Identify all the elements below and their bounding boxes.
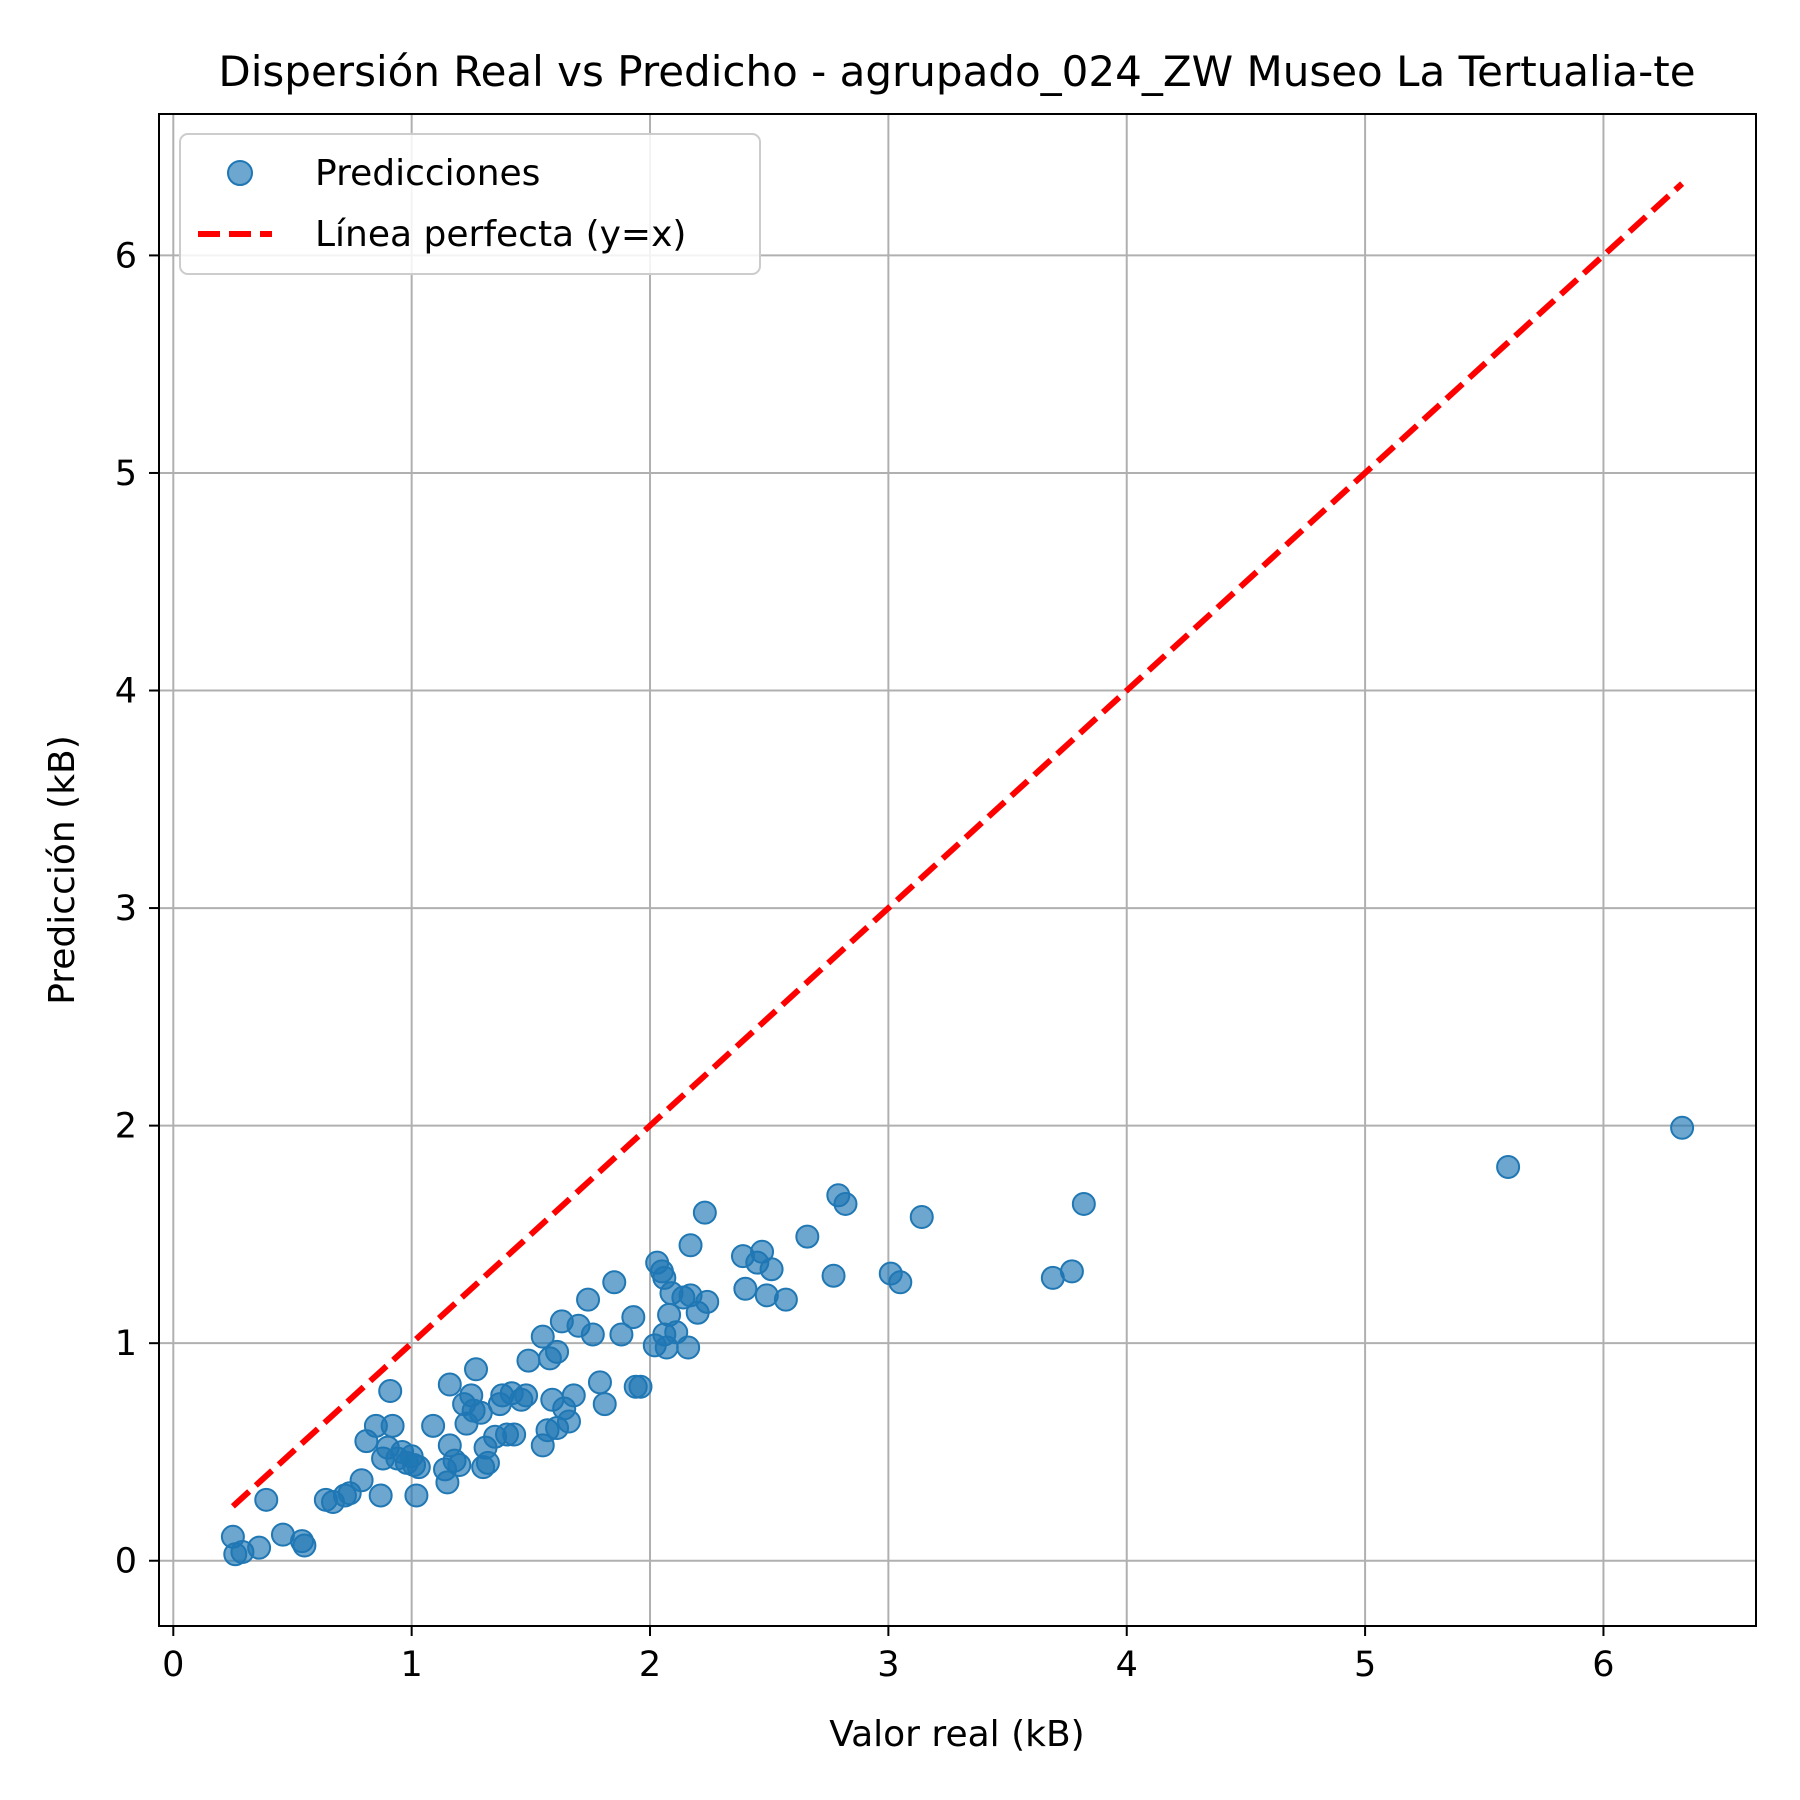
data-point xyxy=(795,1224,820,1249)
y-axis-label: Predicción (kB) xyxy=(42,735,83,1005)
data-point xyxy=(545,1339,570,1364)
y-tick-label: 6 xyxy=(115,236,137,276)
legend-marker-predictions xyxy=(227,160,253,186)
data-point xyxy=(516,1348,541,1373)
y-tick-label: 4 xyxy=(115,672,137,712)
data-point xyxy=(556,1409,581,1434)
data-point xyxy=(580,1322,605,1347)
data-point xyxy=(695,1289,720,1314)
data-point xyxy=(773,1287,798,1312)
x-tick-label: 4 xyxy=(1116,1645,1138,1685)
axis-ticks: 0 1 2 3 4 5 6 0 1 2 3 4 5 6 xyxy=(115,236,1615,1685)
x-tick-label: 6 xyxy=(1592,1645,1614,1685)
data-point xyxy=(1670,1115,1695,1140)
y-tick-label: 3 xyxy=(115,889,137,929)
data-point xyxy=(733,1276,758,1301)
data-point xyxy=(592,1392,617,1417)
data-point xyxy=(247,1535,272,1560)
data-point xyxy=(621,1305,646,1330)
data-point xyxy=(404,1483,429,1508)
data-point xyxy=(447,1453,472,1478)
legend-label-predictions: Predicciones xyxy=(315,153,540,194)
data-point xyxy=(368,1483,393,1508)
x-tick-label: 2 xyxy=(639,1645,661,1685)
y-tick-label: 0 xyxy=(115,1542,137,1582)
data-point xyxy=(833,1191,858,1216)
data-point xyxy=(421,1413,446,1438)
data-point xyxy=(437,1372,462,1397)
data-point xyxy=(609,1322,634,1347)
x-axis-label: Valor real (kB) xyxy=(829,1714,1084,1755)
x-tick-label: 3 xyxy=(877,1645,899,1685)
data-point xyxy=(628,1374,653,1399)
perfect-fit-line xyxy=(230,181,1685,1509)
data-point xyxy=(475,1450,500,1475)
data-point xyxy=(530,1324,555,1349)
data-point xyxy=(888,1270,913,1295)
data-point xyxy=(561,1383,586,1408)
data-point xyxy=(759,1257,784,1282)
chart-title: Dispersión Real vs Predicho - agrupado_0… xyxy=(218,47,1695,96)
y-tick-label: 2 xyxy=(115,1107,137,1147)
data-point xyxy=(292,1533,317,1558)
data-point xyxy=(349,1468,374,1493)
data-point xyxy=(514,1383,539,1408)
data-point xyxy=(821,1263,846,1288)
x-tick-label: 5 xyxy=(1354,1645,1376,1685)
data-point xyxy=(380,1413,405,1438)
plot-frame xyxy=(158,113,1757,1627)
data-point xyxy=(406,1455,431,1480)
legend: Predicciones Línea perfecta (y=x) xyxy=(179,133,761,275)
data-point xyxy=(378,1379,403,1404)
data-point xyxy=(502,1422,527,1447)
data-point xyxy=(692,1200,717,1225)
data-point xyxy=(676,1335,701,1360)
data-point xyxy=(464,1357,489,1382)
data-point xyxy=(254,1487,279,1512)
y-tick-label: 5 xyxy=(115,454,137,494)
data-point xyxy=(1059,1259,1084,1284)
data-point xyxy=(909,1204,934,1229)
x-tick-label: 0 xyxy=(162,1645,184,1685)
data-point xyxy=(435,1470,460,1495)
data-point xyxy=(602,1270,627,1295)
x-tick-label: 1 xyxy=(401,1645,423,1685)
grid xyxy=(159,114,1756,1626)
data-point xyxy=(1496,1154,1521,1179)
data-point xyxy=(587,1370,612,1395)
legend-box xyxy=(179,133,761,275)
plot-area xyxy=(220,181,1695,1567)
data-point xyxy=(678,1233,703,1258)
data-point xyxy=(576,1287,601,1312)
y-tick-label: 1 xyxy=(115,1324,137,1364)
data-point xyxy=(1071,1191,1096,1216)
legend-label-perfect-line: Línea perfecta (y=x) xyxy=(315,214,686,255)
